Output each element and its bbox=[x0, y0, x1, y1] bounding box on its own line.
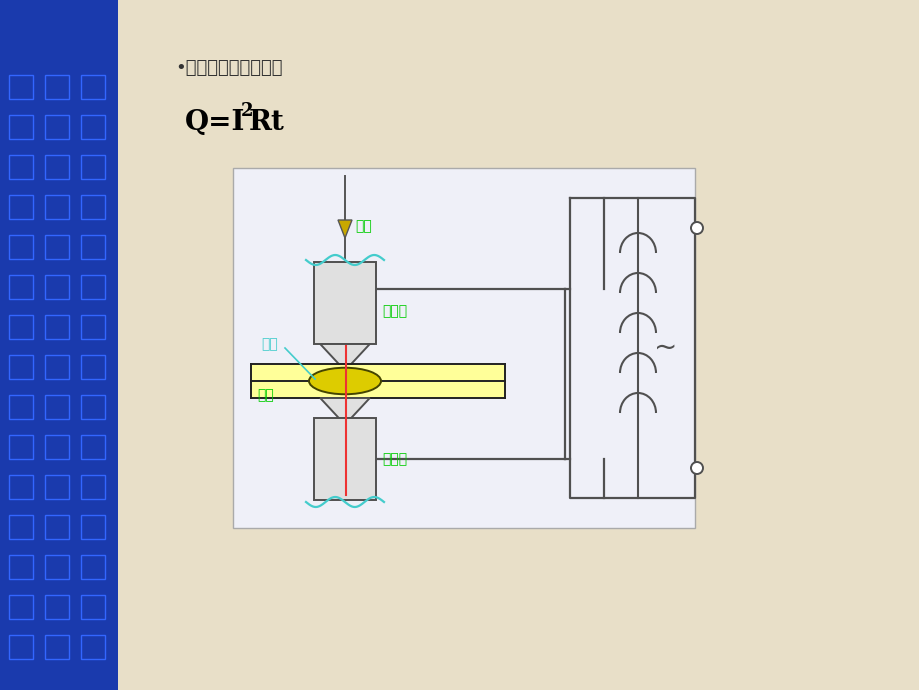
Bar bbox=[45, 315, 69, 339]
Bar bbox=[9, 235, 33, 259]
Bar bbox=[45, 355, 69, 379]
Polygon shape bbox=[320, 398, 369, 418]
Bar bbox=[81, 195, 105, 219]
Bar bbox=[9, 155, 33, 179]
Bar bbox=[81, 155, 105, 179]
Polygon shape bbox=[337, 220, 352, 238]
Bar bbox=[313, 262, 376, 344]
Circle shape bbox=[690, 462, 702, 474]
Text: 熔核: 熔核 bbox=[261, 337, 278, 351]
Bar bbox=[45, 595, 69, 619]
Bar bbox=[81, 315, 105, 339]
Bar bbox=[45, 75, 69, 99]
Bar bbox=[9, 635, 33, 659]
Bar bbox=[81, 595, 105, 619]
Bar bbox=[81, 355, 105, 379]
Bar bbox=[81, 75, 105, 99]
Text: •利用焦尔热进行焊接: •利用焦尔热进行焊接 bbox=[175, 59, 282, 77]
Bar bbox=[9, 315, 33, 339]
Bar bbox=[9, 515, 33, 539]
Bar bbox=[45, 275, 69, 299]
Text: Q=I: Q=I bbox=[185, 108, 245, 135]
Text: Rt: Rt bbox=[249, 108, 285, 135]
Text: 下电极: 下电极 bbox=[381, 452, 407, 466]
Bar bbox=[81, 235, 105, 259]
Bar bbox=[81, 115, 105, 139]
Bar bbox=[9, 475, 33, 499]
Polygon shape bbox=[320, 344, 369, 364]
Bar bbox=[9, 555, 33, 579]
Bar bbox=[81, 475, 105, 499]
Bar bbox=[45, 515, 69, 539]
Bar bbox=[9, 75, 33, 99]
Bar bbox=[81, 395, 105, 419]
Bar bbox=[251, 364, 505, 381]
Bar bbox=[233, 168, 694, 528]
Circle shape bbox=[690, 222, 702, 234]
Text: 上电极: 上电极 bbox=[381, 304, 407, 318]
Bar bbox=[45, 475, 69, 499]
Ellipse shape bbox=[309, 368, 380, 394]
Text: ~: ~ bbox=[653, 334, 677, 362]
Bar bbox=[9, 195, 33, 219]
Bar bbox=[45, 155, 69, 179]
Bar bbox=[45, 555, 69, 579]
Bar bbox=[81, 275, 105, 299]
Bar bbox=[45, 635, 69, 659]
Bar bbox=[81, 555, 105, 579]
Bar bbox=[45, 395, 69, 419]
Bar bbox=[45, 195, 69, 219]
Text: 工件: 工件 bbox=[256, 388, 274, 402]
Bar bbox=[313, 418, 376, 500]
Bar bbox=[251, 381, 505, 398]
Bar bbox=[45, 235, 69, 259]
Bar bbox=[9, 355, 33, 379]
Bar bbox=[81, 515, 105, 539]
Bar bbox=[81, 435, 105, 459]
Bar bbox=[9, 595, 33, 619]
Bar bbox=[81, 635, 105, 659]
Bar bbox=[45, 435, 69, 459]
Bar bbox=[9, 435, 33, 459]
Bar bbox=[45, 115, 69, 139]
Text: 2: 2 bbox=[241, 102, 254, 120]
Bar bbox=[9, 275, 33, 299]
Bar bbox=[0, 0, 118, 690]
Bar bbox=[9, 395, 33, 419]
Text: 加压: 加压 bbox=[355, 219, 371, 233]
Bar bbox=[9, 115, 33, 139]
